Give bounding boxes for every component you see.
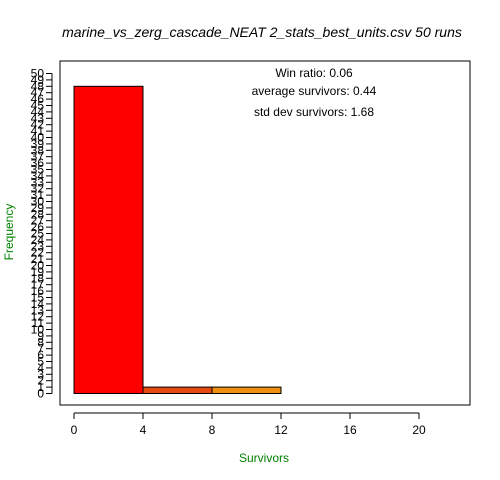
y-tick-label: 19: [31, 265, 45, 279]
chart-title: marine_vs_zerg_cascade_NEAT 2_stats_best…: [62, 24, 462, 40]
y-tick-label: 11: [32, 316, 45, 330]
y-tick-label: 24: [31, 233, 45, 247]
y-tick-label: 5: [37, 355, 44, 369]
x-tick-label: 16: [343, 423, 357, 437]
y-tick-label: 0: [37, 387, 44, 401]
y-tick-label: 3: [37, 367, 44, 381]
x-tick-label: 20: [412, 423, 426, 437]
y-tick-label: 35: [31, 163, 45, 177]
y-axis: 0123456789101112131415161718192021222324…: [31, 67, 53, 401]
y-tick-label: 39: [31, 137, 45, 151]
y-tick-label: 13: [31, 303, 45, 317]
y-tick-label: 41: [31, 124, 45, 138]
y-tick-label: 46: [31, 92, 45, 106]
y-tick-label: 50: [31, 67, 45, 81]
y-tick-label: 22: [31, 246, 45, 260]
y-tick-label: 21: [31, 252, 45, 266]
y-tick-label: 4: [37, 361, 44, 375]
y-tick-label: 6: [37, 348, 44, 362]
y-tick-label: 1: [37, 380, 44, 394]
y-tick-label: 29: [31, 201, 45, 215]
y-tick-label: 44: [31, 105, 45, 119]
y-tick-label: 20: [31, 259, 45, 273]
y-tick-label: 38: [31, 143, 45, 157]
y-tick-label: 47: [31, 86, 45, 100]
y-tick-label: 23: [31, 239, 45, 253]
y-tick-label: 36: [31, 156, 45, 170]
stat-annotation: average survivors: 0.44: [252, 84, 377, 98]
y-tick-label: 2: [37, 374, 44, 388]
y-tick-label: 37: [31, 150, 45, 164]
y-tick-label: 40: [31, 131, 45, 145]
x-tick-label: 4: [140, 423, 147, 437]
bars: [73, 85, 282, 395]
y-tick-label: 42: [31, 118, 45, 132]
histogram-bar: [73, 85, 144, 395]
y-tick-label: 49: [31, 73, 45, 87]
stat-annotation: std dev survivors: 1.68: [254, 105, 374, 119]
y-tick-label: 10: [31, 323, 45, 337]
y-tick-label: 27: [31, 214, 45, 228]
y-tick-label: 16: [31, 284, 45, 298]
y-tick-label: 9: [37, 329, 44, 343]
y-tick-label: 8: [37, 335, 44, 349]
x-axis: 0 4 8 12 16 20: [71, 412, 426, 437]
y-axis-title: Frequency: [2, 204, 16, 261]
y-tick-label: 31: [31, 188, 45, 202]
y-tick-label: 32: [31, 182, 45, 196]
annotations: Win ratio: 0.06 average survivors: 0.44 st…: [252, 66, 377, 119]
y-tick-label: 7: [37, 342, 44, 356]
y-tick-label: 14: [31, 297, 45, 311]
y-tick-label: 17: [31, 278, 45, 292]
y-tick-label: 12: [31, 310, 45, 324]
x-tick-label: 12: [274, 423, 288, 437]
y-tick-label: 48: [31, 79, 45, 93]
y-tick-label: 45: [31, 99, 45, 113]
histogram-bar: [142, 386, 213, 395]
histogram-bar: [211, 386, 282, 395]
y-tick-label: 15: [31, 291, 45, 305]
y-tick-label: 33: [31, 175, 45, 189]
y-tick-label: 43: [31, 111, 45, 125]
y-tick-label: 18: [31, 271, 45, 285]
x-axis-title: Survivors: [239, 451, 289, 465]
y-tick-label: 28: [31, 207, 45, 221]
x-tick-label: 0: [71, 423, 78, 437]
x-tick-label: 8: [209, 423, 216, 437]
y-tick-label: 30: [31, 195, 45, 209]
y-tick-label: 25: [31, 227, 45, 241]
y-tick-label: 26: [31, 220, 45, 234]
plot-frame: [59, 60, 471, 406]
y-tick-label: 34: [31, 169, 45, 183]
stat-annotation: Win ratio: 0.06: [275, 66, 353, 80]
